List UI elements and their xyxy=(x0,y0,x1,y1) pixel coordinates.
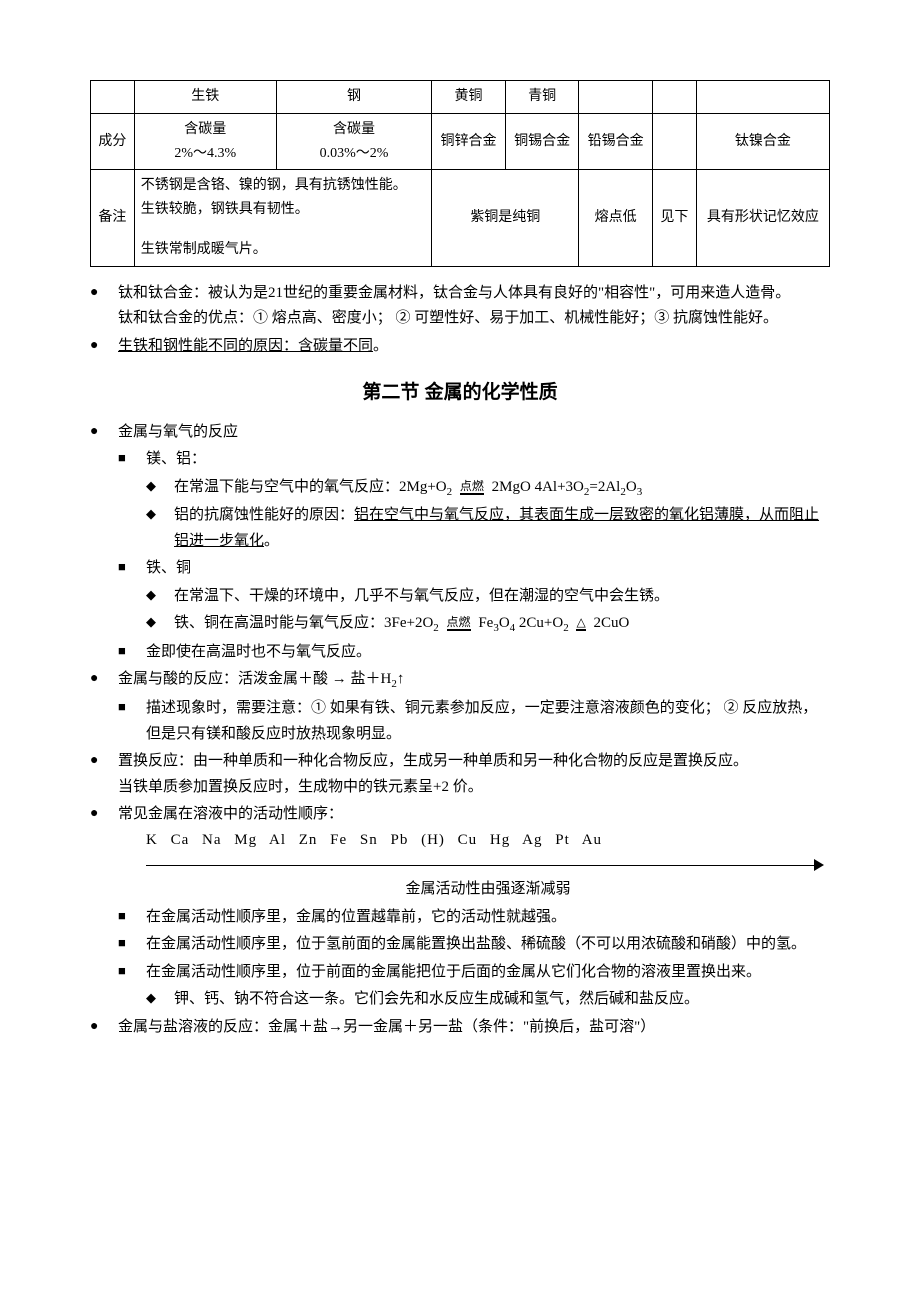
para-metal-acid: ● 金属与酸的反应：活泼金属＋酸 → 盐＋H2↑ xyxy=(90,667,830,694)
row-note-label: 备注 xyxy=(91,170,135,266)
cell-steel-note: 不锈钢是含铬、镍的钢，具有抗锈蚀性能。 生铁较脆，钢铁具有韧性。 生铁常制成暖气… xyxy=(134,170,432,266)
para-fe-valence: 当铁单质参加置换反应时，生成物中的铁元素呈+2 价。 xyxy=(118,775,830,801)
th-bronze: 青铜 xyxy=(505,81,579,114)
para-gold: ■ 金即使在高温时也不与氧气反应。 xyxy=(118,640,830,666)
reaction-arrow-icon: 点燃 xyxy=(443,616,475,631)
cell-lowmp: 熔点低 xyxy=(579,170,653,266)
eq-part: 2CuO xyxy=(593,615,629,631)
alloy-table: 生铁 钢 黄铜 青铜 成分 含碳量 2%～4.3% 含碳量 0.03%～2% 铜… xyxy=(90,80,830,267)
th-blank xyxy=(91,81,135,114)
cell-line: 含碳量 xyxy=(283,118,425,142)
para-fe-cu-rxn: ◆ 铁、铜在高温时能与氧气反应：3Fe+2O2 点燃 Fe3O4 2Cu+O2 … xyxy=(146,611,830,638)
eq-part: O xyxy=(626,479,637,495)
para-ti-adv: 钛和钛合金的优点：① 熔点高、密度小； ② 可塑性好、易于加工、机械性能好；③ … xyxy=(118,306,830,332)
para-mg-al: ■ 镁、铝： xyxy=(118,447,830,473)
cell-bronze: 铜锡合金 xyxy=(505,113,579,170)
para-fe-cu: ■ 铁、铜 xyxy=(118,556,830,582)
cell-line: 0.03%～2% xyxy=(283,142,425,166)
th-iron: 生铁 xyxy=(134,81,276,114)
para-phenomena: ■ 描述现象时，需要注意：① 如果有铁、铜元素参加反应，一定要注意溶液颜色的变化… xyxy=(118,696,830,747)
arrow-line xyxy=(146,857,830,873)
th-steel: 钢 xyxy=(276,81,431,114)
para-rule3: ■ 在金属活动性顺序里，位于前面的金属能把位于后面的金属从它们化合物的溶液里置换… xyxy=(118,960,830,986)
eq-part: 铁、铜在高温时能与氧气反应：3Fe+2O xyxy=(174,615,433,631)
reaction-arrow-icon: 点燃 xyxy=(456,480,488,495)
eq-part: 2MgO 4Al+3O xyxy=(492,479,584,495)
para-rule3-exc: ◆ 钾、钙、钠不符合这一条。它们会先和水反应生成碱和氢气，然后碱和盐反应。 xyxy=(146,987,830,1013)
cell-seebelow: 见下 xyxy=(652,170,696,266)
para-ti: ● 钛和钛合金：被认为是21世纪的重要金属材料，钛合金与人体具有良好的"相容性"… xyxy=(90,281,830,307)
activity-caption: 金属活动性由强逐渐减弱 xyxy=(146,877,830,903)
section-title: 第二节 金属的化学性质 xyxy=(90,377,830,409)
cell-steel-c: 含碳量 0.03%～2% xyxy=(276,113,431,170)
eq-part: 在常温下能与空气中的氧气反应：2Mg+O xyxy=(174,479,447,495)
th-brass: 黄铜 xyxy=(432,81,506,114)
th-g xyxy=(696,81,829,114)
cell-line: 生铁常制成暖气片。 xyxy=(141,238,426,262)
para-mg-al-rxn: ◆ 在常温下能与空气中的氧气反应：2Mg+O2 点燃 2MgO 4Al+3O2=… xyxy=(146,475,830,502)
th-e xyxy=(579,81,653,114)
para-rule2: ■ 在金属活动性顺序里，位于氢前面的金属能置换出盐酸、稀硫酸（不可以用浓硫酸和硝… xyxy=(118,932,830,958)
para-fe-cu-dry: ◆ 在常温下、干燥的环境中，几乎不与氧气反应，但在潮湿的空气中会生锈。 xyxy=(146,584,830,610)
cell-shape-memory: 具有形状记忆效应 xyxy=(696,170,829,266)
cell-empty xyxy=(652,113,696,170)
cell-line: 生铁较脆，钢铁具有韧性。 xyxy=(141,198,426,222)
para-displacement: ● 置换反应：由一种单质和一种化合物反应，生成另一种单质和另一种化合物的反应是置… xyxy=(90,749,830,775)
para-al-reason: ◆ 铝的抗腐蚀性能好的原因：铝在空气中与氧气反应，其表面生成一层致密的氧化铝薄膜… xyxy=(146,503,830,554)
activity-series: K Ca Na Mg Al Zn Fe Sn Pb (H) Cu Hg Ag P… xyxy=(146,828,830,854)
diff-text: 生铁和钢性能不同的原因：含碳量不同 xyxy=(118,338,373,354)
row-comp-label: 成分 xyxy=(91,113,135,170)
th-f xyxy=(652,81,696,114)
cell-brass: 铜锌合金 xyxy=(432,113,506,170)
cell-purecu: 紫铜是纯铜 xyxy=(432,170,579,266)
reaction-arrow-icon: △ xyxy=(572,616,589,631)
arrow-right-icon xyxy=(814,859,824,871)
cell-line: 2%～4.3% xyxy=(141,142,270,166)
cell-line: 不锈钢是含铬、镍的钢，具有抗锈蚀性能。 xyxy=(141,174,426,198)
cell-pbsn: 铅锡合金 xyxy=(579,113,653,170)
para-activity: ● 常见金属在溶液中的活动性顺序： xyxy=(90,802,830,828)
cell-line: 含碳量 xyxy=(141,118,270,142)
para-metal-o2: ● 金属与氧气的反应 xyxy=(90,420,830,446)
text-part: 铝的抗腐蚀性能好的原因： xyxy=(174,507,354,523)
eq-part: 2Cu+O xyxy=(515,615,563,631)
cell-iron-c: 含碳量 2%～4.3% xyxy=(134,113,276,170)
text-part: 金属与酸的反应：活泼金属＋酸 → 盐＋H xyxy=(118,671,391,687)
para-metal-salt: ● 金属与盐溶液的反应：金属＋盐→另一金属＋另一盐（条件："前换后，盐可溶"） xyxy=(90,1015,830,1041)
para-diff: ● 生铁和钢性能不同的原因：含碳量不同。 xyxy=(90,334,830,360)
para-rule1: ■ 在金属活动性顺序里，金属的位置越靠前，它的活动性就越强。 xyxy=(118,905,830,931)
eq-part: =2Al xyxy=(589,479,620,495)
cell-tini: 钛镍合金 xyxy=(696,113,829,170)
eq-part: Fe xyxy=(478,615,493,631)
eq-part: O xyxy=(499,615,510,631)
text-part: ↑ xyxy=(397,671,405,687)
